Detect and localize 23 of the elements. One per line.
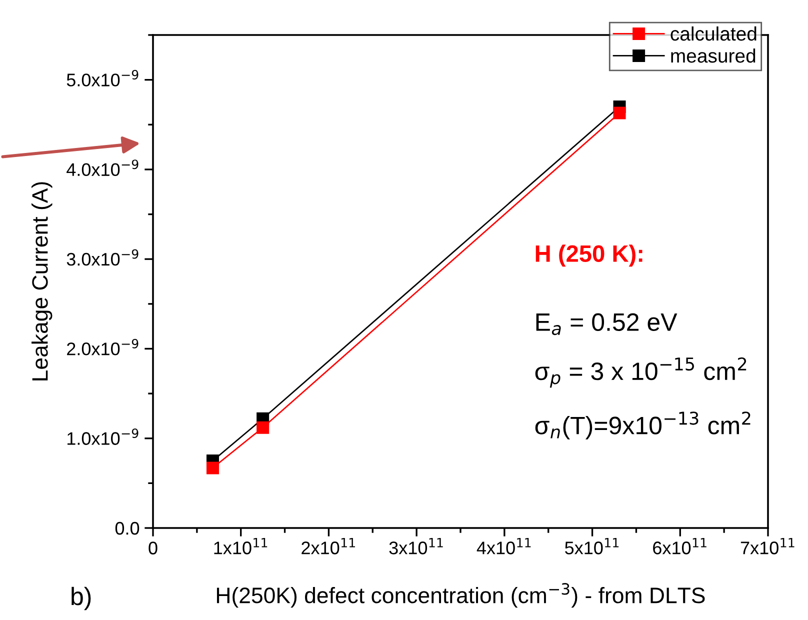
annotation: E$_{a}$ = 0.52 eV <box>536 313 678 336</box>
legend-label: measured <box>671 48 756 63</box>
x-tick-label: 0 <box>148 542 158 554</box>
x-tick-label: 1x10$^{11}$ <box>214 538 268 554</box>
y-tick-label: 1.0x10$^{−9}$ <box>68 428 138 445</box>
x-tick-label: 7x10$^{11}$ <box>740 538 794 554</box>
y-tick-label: 3.0x10$^{−9}$ <box>66 249 138 266</box>
x-tick-label: 3x10$^{11}$ <box>389 538 443 554</box>
annotation: σ$_{n}$(T)=9x10$^{−13}$ cm$^{2}$ <box>535 412 750 440</box>
y-axis-title: Leakage Current (A) <box>32 182 52 380</box>
y-tick-label: 4.0x10$^{−9}$ <box>66 160 138 176</box>
y-tick-label: 2.0x10$^{−9}$ <box>67 338 138 356</box>
text: b) <box>72 586 91 610</box>
annotation: H (250 K): <box>536 244 642 267</box>
x-tick-label: 2x10$^{11}$ <box>302 538 355 554</box>
x-axis-title: H(250K) defect concentration (cm$^{−3}$) - from DLTS <box>216 583 705 608</box>
x-tick-label: 5x10$^{11}$ <box>565 538 619 554</box>
x-tick-label: 6x10$^{11}$ <box>653 538 706 554</box>
y-tick-label: 5.0x10$^{−9}$ <box>66 70 138 86</box>
y-tick-label: 0.0 <box>115 522 140 535</box>
legend-label: calculated <box>670 26 756 41</box>
x-tick-label: 4x10$^{11}$ <box>476 538 531 554</box>
annotation: σ$_{p}$ = 3 x 10$^{−15}$ cm$^{2}$ <box>535 357 746 388</box>
